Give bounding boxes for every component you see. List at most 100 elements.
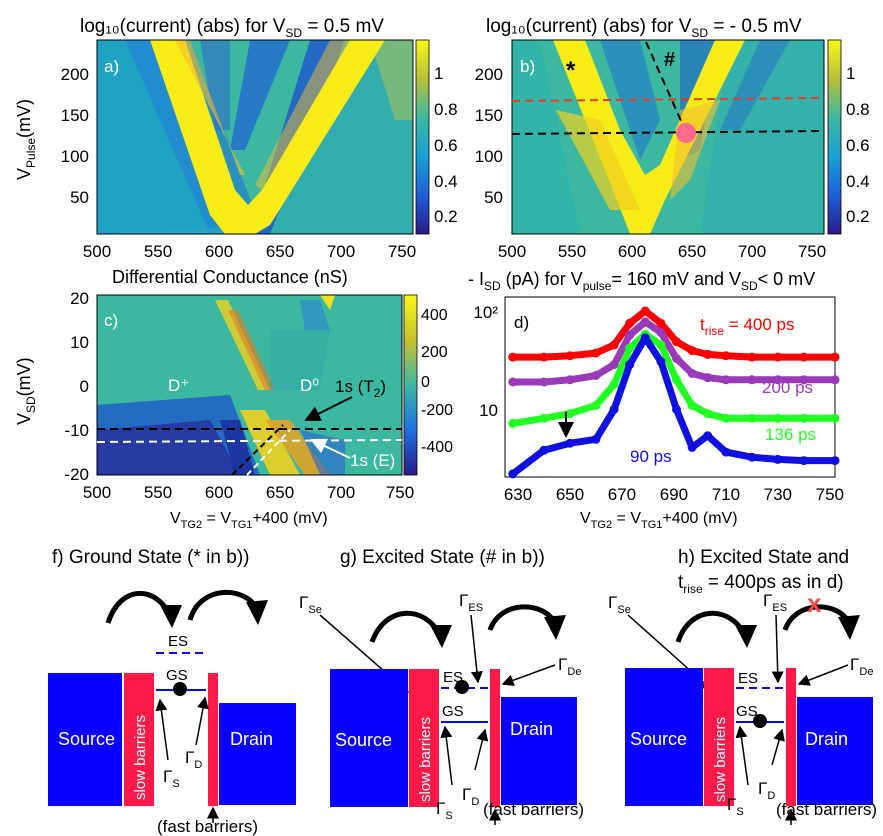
data-point	[687, 369, 697, 378]
series-line-2	[512, 330, 835, 427]
panel-b-xtick: 550	[558, 242, 586, 261]
data-point	[565, 409, 575, 419]
v-yellow-band-b	[553, 40, 745, 234]
data-point	[609, 379, 619, 389]
gamma-d: ΓD	[462, 785, 479, 808]
panel-d-xtick: 710	[712, 485, 740, 504]
panel-d-xtick: 670	[608, 485, 636, 504]
panel-c-title: Differential Conductance (nS)	[112, 267, 348, 287]
data-point	[656, 328, 666, 337]
ann-e: 1s (E)	[350, 451, 395, 470]
data-point	[830, 413, 840, 423]
data-point	[609, 404, 619, 414]
panel-c-xtick: 750	[386, 483, 414, 502]
data-point	[747, 352, 757, 362]
v-yellow-band	[150, 40, 385, 234]
gamma-de: ΓDe	[850, 655, 873, 678]
schematic-g-title: g) Excited State (# in b))	[340, 547, 545, 568]
tunnel-arrow-left-h	[675, 610, 748, 643]
gamma-s: ΓS	[727, 795, 744, 818]
series-line-3	[510, 334, 835, 477]
data-point	[721, 351, 731, 361]
panel-b-xtick: 700	[738, 242, 766, 261]
panel-a-cbar-tick: 0.6	[434, 136, 458, 155]
panel-d-title: - ISD (pA) for Vpulse= 160 mV and VSD< 0…	[468, 269, 815, 293]
data-point	[640, 317, 650, 327]
schematic-h-title: h) Excited State and	[678, 547, 849, 568]
barrier-label: slow barriers	[132, 715, 149, 800]
gs-label: GS	[166, 667, 188, 684]
fast-barrier	[490, 669, 500, 807]
panel-a-ytick: 50	[70, 188, 89, 207]
panel-c-ytick: -20	[64, 465, 89, 484]
panel-c-label: c)	[104, 311, 118, 330]
gamma-s-arrow	[735, 725, 749, 786]
panel-b-cbar-tick: 1	[846, 64, 855, 83]
gamma-se: ΓSe	[299, 593, 322, 616]
panel-b-heatmap	[512, 40, 824, 234]
tunnel-arrow-left-g	[369, 610, 443, 643]
black-dashed-line	[511, 130, 825, 135]
panel-d-xtick: 730	[764, 485, 792, 504]
data-point	[703, 373, 713, 383]
gs-label: GS	[442, 703, 464, 720]
data-point	[539, 413, 549, 423]
panel-c-cbar-tick: -400	[421, 439, 453, 456]
panel-d-xtick: 690	[660, 485, 688, 504]
panel-a-label: a)	[104, 57, 119, 76]
schematic-h: h) Excited State and trise = 400ps as in…	[608, 547, 877, 825]
panel-a-cbar-tick: 1	[434, 64, 443, 83]
panel-d-label: d)	[514, 313, 529, 332]
gamma-d-arrow	[771, 728, 785, 766]
gamma-d-arrow	[195, 696, 209, 746]
tunnel-arrow-left	[105, 590, 173, 624]
schematic-f-title: f) Ground State (* in b))	[52, 547, 249, 568]
red-dashed-line	[511, 97, 825, 102]
gamma-de-arrow	[501, 664, 556, 687]
t2-arrow	[304, 396, 353, 421]
panel-d-ytick-hi: 10²	[473, 303, 498, 322]
data-point	[672, 404, 681, 414]
gamma-se: ΓSe	[608, 593, 631, 616]
panel-b-colorbar	[827, 39, 842, 235]
data-point	[773, 454, 783, 464]
source-block	[48, 673, 122, 806]
data-point	[625, 360, 635, 370]
panel-a-title: log₁₀(current) (abs) for VSD = 0.5 mV	[80, 16, 384, 40]
label-90: 90 ps	[630, 447, 672, 466]
gamma-d: ΓD	[185, 748, 202, 771]
data-point	[721, 447, 731, 457]
data-point	[539, 445, 549, 455]
panel-a-heatmap	[97, 40, 413, 234]
ann-t2: 1s (T2)	[335, 377, 386, 400]
data-point	[508, 377, 518, 387]
data-point	[773, 352, 783, 362]
panel-b-cbar-tick: 0.6	[846, 136, 870, 155]
data-point	[703, 431, 713, 441]
panel-d-xtick: 750	[816, 485, 844, 504]
panel-b-ytick: 150	[475, 106, 503, 125]
data-point	[625, 330, 635, 340]
gamma-d-arrow	[474, 728, 489, 771]
slow-barrier	[704, 668, 734, 806]
data-point	[703, 349, 713, 359]
data-point	[747, 413, 757, 423]
drain-label: Drain	[230, 729, 273, 749]
source-label: Source	[58, 729, 115, 749]
panel-b-ytick: 200	[475, 65, 503, 84]
data-point	[703, 409, 713, 419]
gs-label: GS	[736, 703, 758, 720]
schematic-f: f) Ground State (* in b)) Source slow ba…	[48, 547, 296, 836]
data-point	[799, 352, 809, 362]
gamma-es-arrow	[771, 614, 784, 684]
panel-c-cbar-tick: -200	[421, 402, 453, 419]
data-point	[747, 375, 757, 385]
panel-d-ytick-lo: 10	[479, 401, 498, 420]
data-point	[799, 413, 809, 423]
data-point	[640, 333, 650, 343]
tunnel-arrow-right	[187, 589, 261, 621]
fast-barrier	[786, 668, 796, 806]
panel-c-ytick: -10	[64, 421, 89, 440]
label-200: 200 ps	[762, 378, 813, 397]
